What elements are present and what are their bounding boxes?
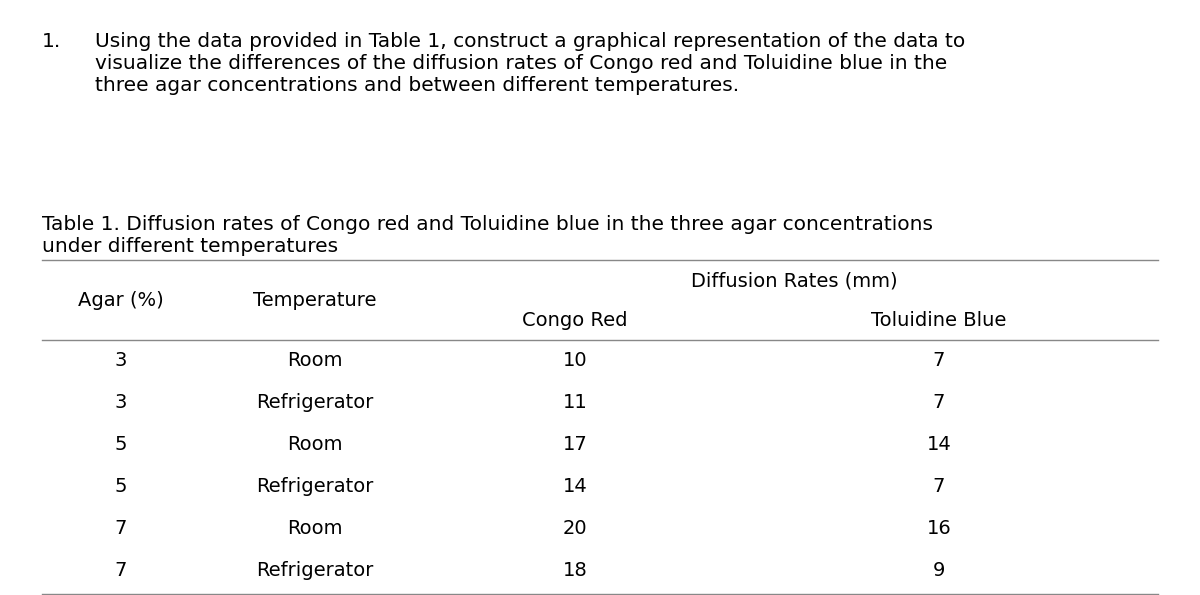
Text: 5: 5 xyxy=(115,436,127,455)
Text: Using the data provided in Table 1, construct a graphical representation of the : Using the data provided in Table 1, cons… xyxy=(95,32,965,51)
Text: Temperature: Temperature xyxy=(253,290,377,309)
Text: 3: 3 xyxy=(115,352,127,371)
Text: 16: 16 xyxy=(926,519,952,538)
Text: 5: 5 xyxy=(115,478,127,496)
Text: under different temperatures: under different temperatures xyxy=(42,237,338,256)
Text: 7: 7 xyxy=(932,352,946,371)
Text: 7: 7 xyxy=(115,562,127,581)
Text: 18: 18 xyxy=(563,562,587,581)
Text: Congo Red: Congo Red xyxy=(522,312,628,330)
Text: 11: 11 xyxy=(563,393,587,412)
Text: Refrigerator: Refrigerator xyxy=(257,562,373,581)
Text: 9: 9 xyxy=(932,562,946,581)
Text: visualize the differences of the diffusion rates of Congo red and Toluidine blue: visualize the differences of the diffusi… xyxy=(95,54,947,73)
Text: 14: 14 xyxy=(926,436,952,455)
Text: three agar concentrations and between different temperatures.: three agar concentrations and between di… xyxy=(95,76,739,95)
Text: 20: 20 xyxy=(563,519,587,538)
Text: 7: 7 xyxy=(932,478,946,496)
Text: 3: 3 xyxy=(115,393,127,412)
Text: Room: Room xyxy=(287,436,343,455)
Text: Toluidine Blue: Toluidine Blue xyxy=(871,312,1007,330)
Text: 7: 7 xyxy=(115,519,127,538)
Text: Diffusion Rates (mm): Diffusion Rates (mm) xyxy=(691,271,898,290)
Text: 1.: 1. xyxy=(42,32,61,51)
Text: Refrigerator: Refrigerator xyxy=(257,478,373,496)
Text: 7: 7 xyxy=(932,393,946,412)
Text: Room: Room xyxy=(287,519,343,538)
Text: Table 1. Diffusion rates of Congo red and Toluidine blue in the three agar conce: Table 1. Diffusion rates of Congo red an… xyxy=(42,215,934,234)
Text: 14: 14 xyxy=(563,478,587,496)
Text: Agar (%): Agar (%) xyxy=(78,290,164,309)
Text: Room: Room xyxy=(287,352,343,371)
Text: 17: 17 xyxy=(563,436,587,455)
Text: 10: 10 xyxy=(563,352,587,371)
Text: Refrigerator: Refrigerator xyxy=(257,393,373,412)
